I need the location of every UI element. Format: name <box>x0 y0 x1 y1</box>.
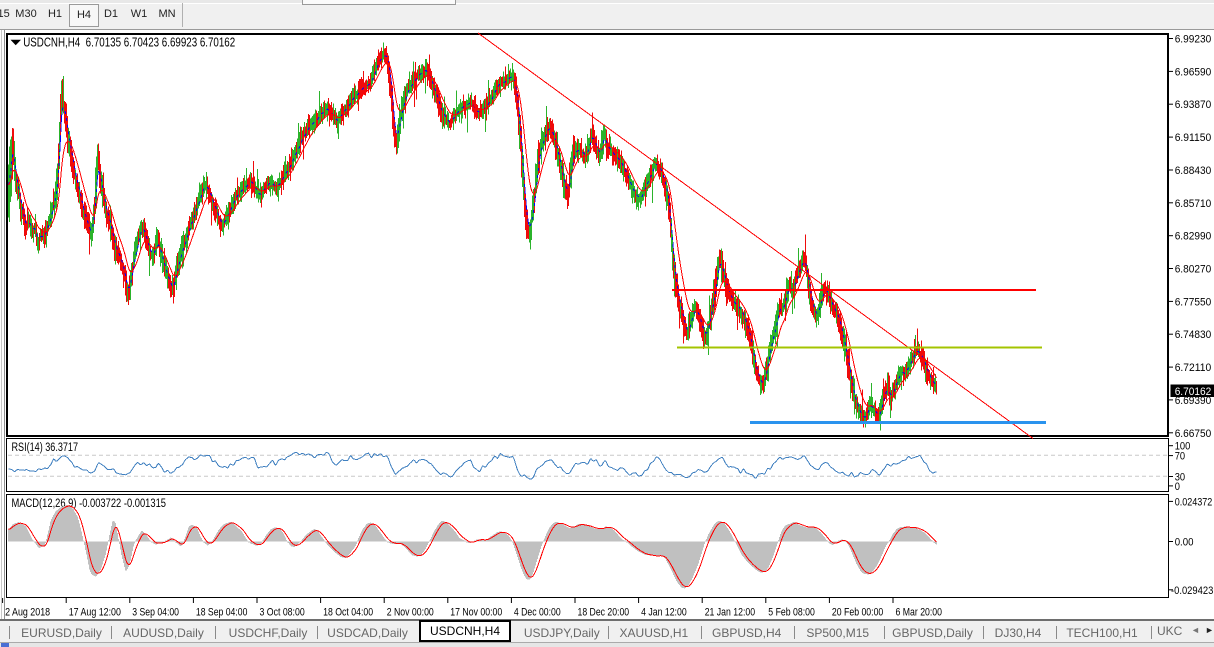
svg-text:MACD(12,26,9) -0.003722 -0.001: MACD(12,26,9) -0.003722 -0.001315 <box>12 498 167 510</box>
svg-text:6.99230: 6.99230 <box>1175 34 1212 46</box>
svg-text:6.96590: 6.96590 <box>1175 66 1212 78</box>
svg-text:3 Oct 08:00: 3 Oct 08:00 <box>260 607 305 619</box>
svg-text:2 Aug 2018: 2 Aug 2018 <box>5 607 50 619</box>
svg-text:30: 30 <box>1175 472 1185 484</box>
svg-text:17 Aug 12:00: 17 Aug 12:00 <box>69 607 121 619</box>
svg-text:6.70162: 6.70162 <box>1175 386 1212 398</box>
svg-text:RSI(14) 36.3717: RSI(14) 36.3717 <box>12 442 79 454</box>
svg-text:6.74830: 6.74830 <box>1175 329 1212 341</box>
svg-text:6.66750: 6.66750 <box>1175 428 1212 440</box>
svg-text:6.91150: 6.91150 <box>1175 132 1212 144</box>
svg-text:21 Jan 12:00: 21 Jan 12:00 <box>705 607 755 619</box>
svg-text:4 Jan 12:00: 4 Jan 12:00 <box>641 607 687 619</box>
svg-text:0.00: 0.00 <box>1175 537 1194 549</box>
svg-text:18 Oct 04:00: 18 Oct 04:00 <box>323 607 373 619</box>
svg-text:6.72110: 6.72110 <box>1175 362 1212 374</box>
svg-text:18 Sep 04:00: 18 Sep 04:00 <box>196 607 248 619</box>
svg-text:6.80270: 6.80270 <box>1175 264 1212 276</box>
svg-text:USDCNH,H4 6.70135 6.70423 6.6: USDCNH,H4 6.70135 6.70423 6.69923 6.7016… <box>23 36 235 50</box>
svg-text:6.93870: 6.93870 <box>1175 99 1212 111</box>
svg-text:6.88430: 6.88430 <box>1175 165 1212 177</box>
svg-text:6 Mar 20:00: 6 Mar 20:00 <box>896 607 943 619</box>
svg-text:3 Sep 04:00: 3 Sep 04:00 <box>132 607 179 619</box>
svg-text:6.69390: 6.69390 <box>1175 395 1212 407</box>
svg-text:6.82990: 6.82990 <box>1175 231 1212 243</box>
svg-text:5 Feb 08:00: 5 Feb 08:00 <box>768 607 815 619</box>
svg-text:-0.029423: -0.029423 <box>1171 585 1213 597</box>
svg-text:0.024372: 0.024372 <box>1175 496 1213 508</box>
svg-text:100: 100 <box>1175 441 1191 453</box>
svg-text:2 Nov 00:00: 2 Nov 00:00 <box>387 607 434 619</box>
svg-text:17 Nov 00:00: 17 Nov 00:00 <box>450 607 502 619</box>
svg-text:6.85710: 6.85710 <box>1175 198 1212 210</box>
svg-text:70: 70 <box>1175 451 1185 463</box>
svg-text:4 Dec 00:00: 4 Dec 00:00 <box>514 607 561 619</box>
svg-text:6.77550: 6.77550 <box>1175 296 1212 308</box>
svg-text:0: 0 <box>1175 481 1180 493</box>
svg-text:20 Feb 00:00: 20 Feb 00:00 <box>832 607 883 619</box>
svg-text:18 Dec 20:00: 18 Dec 20:00 <box>578 607 630 619</box>
